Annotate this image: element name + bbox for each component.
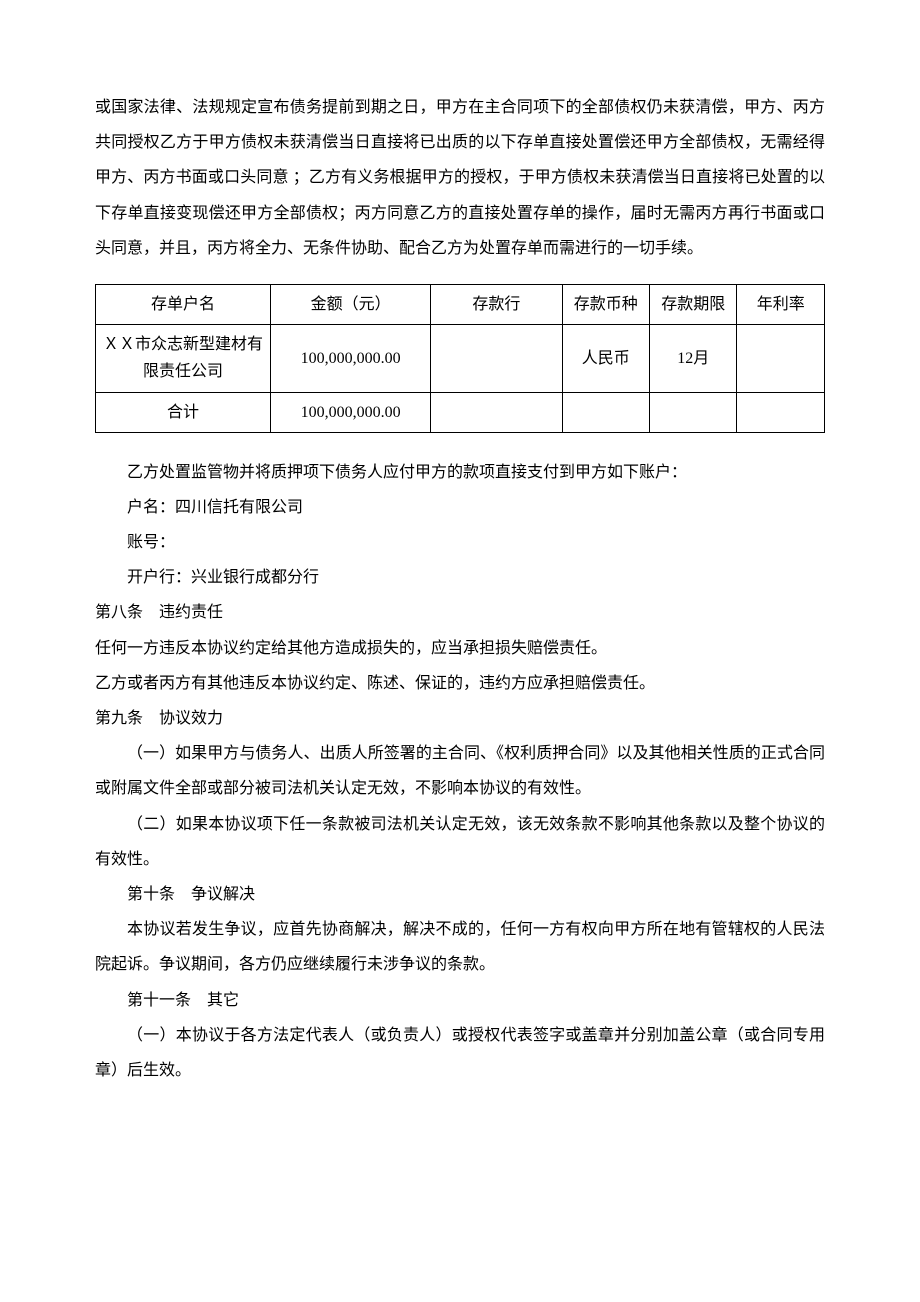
cell-name: 合计 <box>96 392 271 432</box>
article-9-p2: （二）如果本协议项下任一条款被司法机关认定无效，该无效条款不影响其他条款以及整个… <box>95 807 825 877</box>
cell-name: ＸＸ市众志新型建材有限责任公司 <box>96 325 271 392</box>
table-row: 合计 100,000,000.00 <box>96 392 825 432</box>
account-name: 户名：四川信托有限公司 <box>95 490 825 525</box>
article-11-p1: （一）本协议于各方法定代表人（或负责人）或授权代表签字或盖章并分别加盖公章（或合… <box>95 1018 825 1088</box>
intro-paragraph: 或国家法律、法规规定宣布债务提前到期之日，甲方在主合同项下的全部债权仍未获清偿，… <box>95 90 825 266</box>
article-10-p1: 本协议若发生争议，应首先协商解决，解决不成的，任何一方有权向甲方所在地有管辖权的… <box>95 912 825 982</box>
account-number: 账号： <box>95 525 825 560</box>
th-rate: 年利率 <box>737 284 825 324</box>
cell-term: 12月 <box>650 325 737 392</box>
article-9-p1: （一）如果甲方与债务人、出质人所签署的主合同、《权利质押合同》以及其他相关性质的… <box>95 736 825 806</box>
th-amount: 金额（元） <box>270 284 430 324</box>
th-term: 存款期限 <box>650 284 737 324</box>
cell-bank <box>431 392 562 432</box>
payment-instruction: 乙方处置监管物并将质押项下债务人应付甲方的款项直接支付到甲方如下账户： <box>95 455 825 490</box>
cell-rate <box>737 392 825 432</box>
article-8-p2: 乙方或者丙方有其他违反本协议约定、陈述、保证的，违约方应承担赔偿责任。 <box>95 666 825 701</box>
article-9-title: 第九条 协议效力 <box>95 701 825 736</box>
cell-amount: 100,000,000.00 <box>270 392 430 432</box>
cell-rate <box>737 325 825 392</box>
th-bank: 存款行 <box>431 284 562 324</box>
th-currency: 存款币种 <box>562 284 649 324</box>
article-8-title: 第八条 违约责任 <box>95 595 825 630</box>
account-bank: 开户行：兴业银行成都分行 <box>95 560 825 595</box>
cell-currency: 人民币 <box>562 325 649 392</box>
cell-term <box>650 392 737 432</box>
th-name: 存单户名 <box>96 284 271 324</box>
cell-currency <box>562 392 649 432</box>
deposit-table-wrapper: 存单户名 金额（元） 存款行 存款币种 存款期限 年利率 ＸＸ市众志新型建材有限… <box>95 284 825 433</box>
article-10-title: 第十条 争议解决 <box>95 877 825 912</box>
table-header-row: 存单户名 金额（元） 存款行 存款币种 存款期限 年利率 <box>96 284 825 324</box>
article-11-title: 第十一条 其它 <box>95 983 825 1018</box>
table-row: ＸＸ市众志新型建材有限责任公司 100,000,000.00 人民币 12月 <box>96 325 825 392</box>
cell-bank <box>431 325 562 392</box>
deposit-table: 存单户名 金额（元） 存款行 存款币种 存款期限 年利率 ＸＸ市众志新型建材有限… <box>95 284 825 433</box>
article-8-p1: 任何一方违反本协议约定给其他方造成损失的，应当承担损失赔偿责任。 <box>95 631 825 666</box>
cell-amount: 100,000,000.00 <box>270 325 430 392</box>
